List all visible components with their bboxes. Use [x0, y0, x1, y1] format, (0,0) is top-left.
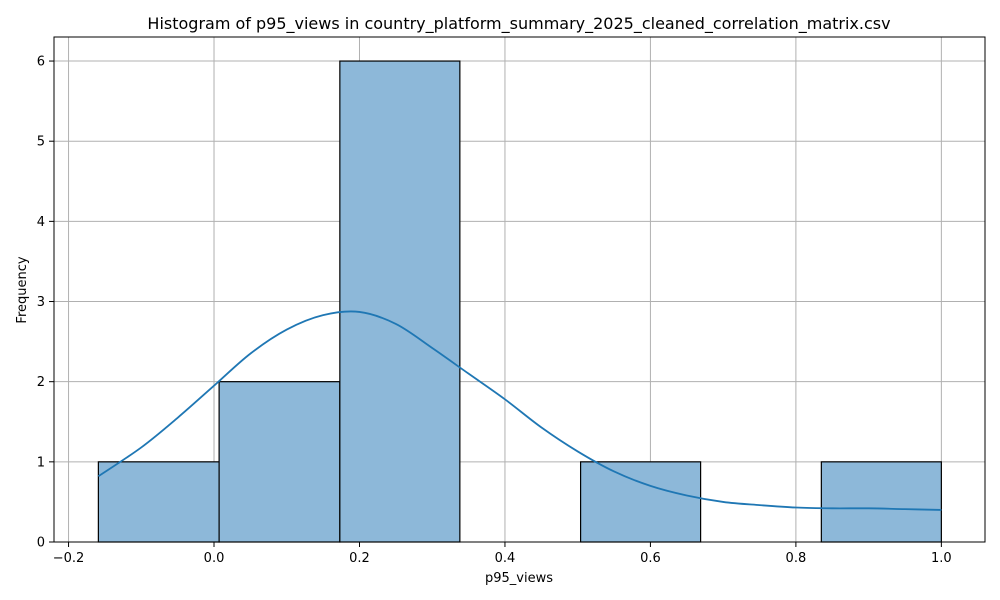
- x-tick-label: 0.2: [349, 551, 370, 566]
- y-tick-label: 3: [37, 295, 45, 310]
- x-tick-label: 0.6: [640, 551, 661, 566]
- y-tick-label: 1: [37, 455, 45, 470]
- y-tick-label: 0: [37, 536, 45, 551]
- x-tick-label: 0.4: [495, 551, 516, 566]
- y-tick-label: 2: [37, 375, 45, 390]
- y-tick-label: 5: [37, 135, 45, 150]
- x-axis-label: p95_views: [485, 571, 553, 586]
- kde-curve: [97, 310, 942, 511]
- y-tick-label: 6: [37, 55, 45, 70]
- plot-frame: [53, 36, 986, 543]
- y-tick-label: 4: [37, 215, 45, 230]
- x-tick-label: 0.0: [204, 551, 225, 566]
- kde-layer: [97, 310, 942, 511]
- histogram-bar: [339, 60, 461, 543]
- histogram-bar: [820, 461, 942, 543]
- bars-layer: [97, 60, 942, 543]
- x-tick-label: 0.8: [786, 551, 807, 566]
- histogram-bar: [218, 381, 341, 543]
- chart-title: Histogram of p95_views in country_platfo…: [147, 14, 890, 34]
- x-tick-label: −0.2: [53, 551, 85, 566]
- histogram-bar: [97, 461, 220, 543]
- ticks-layer: −0.2 0.0 0.2 0.4 0.6 0.8 1.0 0 1 2 3 4 5 6: [37, 55, 952, 566]
- y-axis-label: Frequency: [15, 256, 30, 323]
- histogram-bar: [579, 461, 702, 543]
- x-tick-label: 1.0: [931, 551, 952, 566]
